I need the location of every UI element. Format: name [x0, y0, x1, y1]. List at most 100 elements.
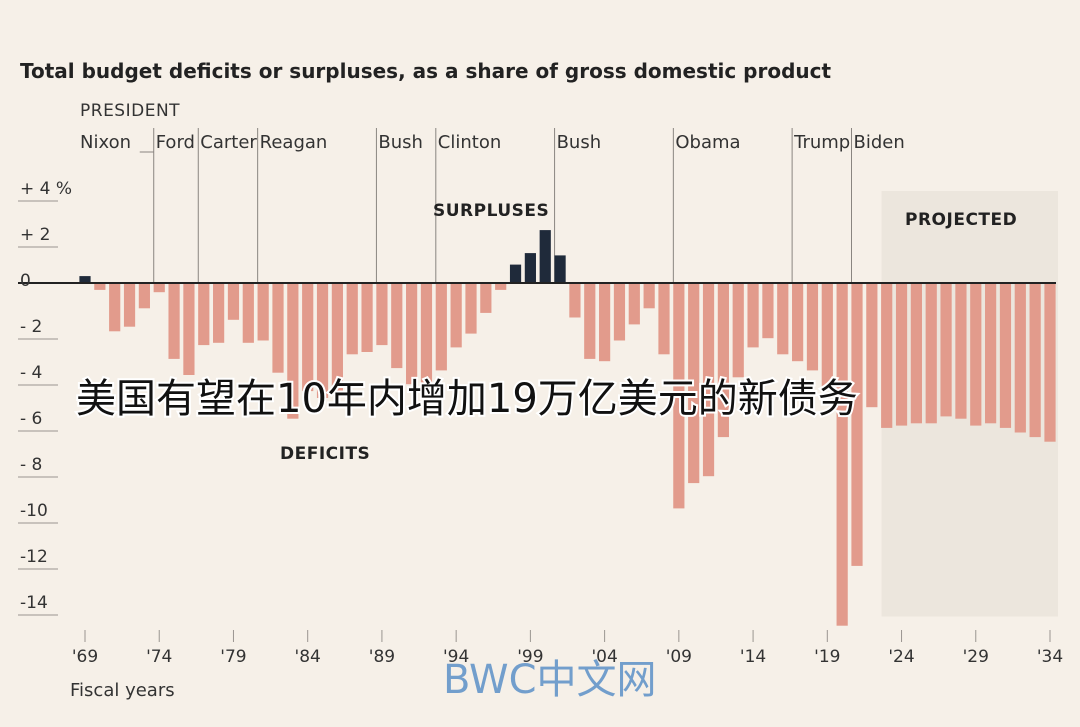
president-label: Clinton: [438, 132, 501, 153]
bar: [881, 283, 893, 428]
bar: [153, 283, 165, 293]
bar: [213, 283, 225, 343]
y-tick-label: -12: [20, 547, 48, 567]
bar: [242, 283, 254, 343]
bar: [910, 283, 922, 424]
president-label: Obama: [675, 132, 740, 153]
bar: [940, 283, 952, 417]
x-tick-label: '09: [666, 647, 692, 667]
bar: [406, 283, 418, 385]
surpluses-annotation: SURPLUSES: [433, 201, 549, 221]
bar: [94, 283, 106, 290]
bar: [257, 283, 269, 341]
y-tick-label: -14: [20, 593, 48, 613]
x-tick-label: '79: [220, 647, 246, 667]
bar: [1014, 283, 1026, 433]
y-tick-label: - 2: [20, 317, 42, 337]
bar: [168, 283, 180, 359]
bar: [569, 283, 581, 318]
bar: [970, 283, 982, 426]
bar: [836, 283, 848, 626]
bar: [762, 283, 774, 339]
deficits-annotation: DEFICITS: [280, 444, 370, 464]
bar: [599, 283, 611, 362]
bar: [435, 283, 447, 371]
bar: [925, 283, 937, 424]
y-tick-label: - 4: [20, 363, 42, 383]
bar: [554, 255, 566, 283]
bar: [1029, 283, 1041, 438]
bar: [465, 283, 477, 334]
bar: [361, 283, 373, 352]
president-label: Ford: [156, 132, 195, 153]
bar: [346, 283, 358, 355]
president-label: Bush: [378, 132, 423, 153]
president-label: Nixon: [80, 132, 131, 153]
x-tick-label: '84: [295, 647, 321, 667]
president-label: Reagan: [260, 132, 328, 153]
bar: [1044, 283, 1056, 442]
bar: [777, 283, 789, 355]
x-tick-label: '89: [369, 647, 395, 667]
y-tick-label: + 2: [20, 225, 50, 245]
watermark: BWC中文网: [443, 657, 657, 703]
bar: [851, 283, 863, 566]
bar: [717, 283, 729, 438]
bar: [391, 283, 403, 369]
bar: [806, 283, 819, 371]
bar: [732, 283, 744, 378]
y-tick-label: 0: [20, 271, 31, 291]
x-tick-label: '24: [888, 647, 914, 667]
x-tick-label: '29: [963, 647, 989, 667]
x-tick-label: '99: [517, 647, 543, 667]
x-axis-label: Fiscal years: [70, 680, 175, 701]
bar: [331, 283, 343, 396]
x-tick-label: '69: [72, 647, 98, 667]
bar: [658, 283, 670, 355]
y-ticks: + 4 % + 2 0 - 2 - 4 - 6 - 8 -10 -12 -14: [20, 179, 72, 613]
bar: [316, 283, 329, 398]
bar: [302, 283, 314, 392]
x-tick-label: '94: [443, 647, 469, 667]
bar: [688, 283, 700, 484]
bar: [673, 283, 685, 509]
y-tick-label: -10: [20, 501, 48, 521]
x-tick-label: '14: [740, 647, 766, 667]
overlay-caption: 美国有望在10年内增加19万亿美元的新债务: [76, 376, 858, 422]
bar: [287, 283, 299, 419]
x-tick-label: '19: [814, 647, 840, 667]
bar: [480, 283, 492, 313]
bar: [895, 283, 908, 426]
bar: [109, 283, 121, 332]
bar: [509, 264, 522, 283]
president-label: Bush: [557, 132, 602, 153]
bar: [227, 283, 240, 320]
bar: [613, 283, 626, 341]
y-gridlines: [18, 200, 58, 616]
president-heading: PRESIDENT: [80, 101, 180, 121]
x-tick-label: '34: [1037, 647, 1063, 667]
bar: [985, 283, 997, 424]
president-label: Carter: [200, 132, 257, 153]
x-tick-label: '04: [591, 647, 617, 667]
bar: [183, 283, 195, 375]
projected-annotation: PROJECTED: [905, 210, 1017, 230]
bars: [79, 230, 1056, 626]
bar: [376, 283, 388, 346]
bar: [792, 283, 804, 362]
bar: [866, 283, 878, 408]
y-tick-label: - 8: [20, 455, 42, 475]
chart-title: Total budget deficits or surpluses, as a…: [20, 59, 832, 83]
bar: [821, 283, 833, 389]
bar: [138, 283, 150, 309]
bar: [524, 253, 536, 283]
president-label: Trump: [793, 132, 850, 153]
president-label: Biden: [854, 132, 905, 153]
bar: [702, 283, 715, 477]
bar: [79, 276, 91, 283]
y-tick-label: - 6: [20, 409, 42, 429]
bar: [198, 283, 210, 346]
president-markers: Nixon Ford Carter Reagan Bush Clinton Bush Obam…: [80, 128, 905, 283]
bar: [628, 283, 640, 325]
